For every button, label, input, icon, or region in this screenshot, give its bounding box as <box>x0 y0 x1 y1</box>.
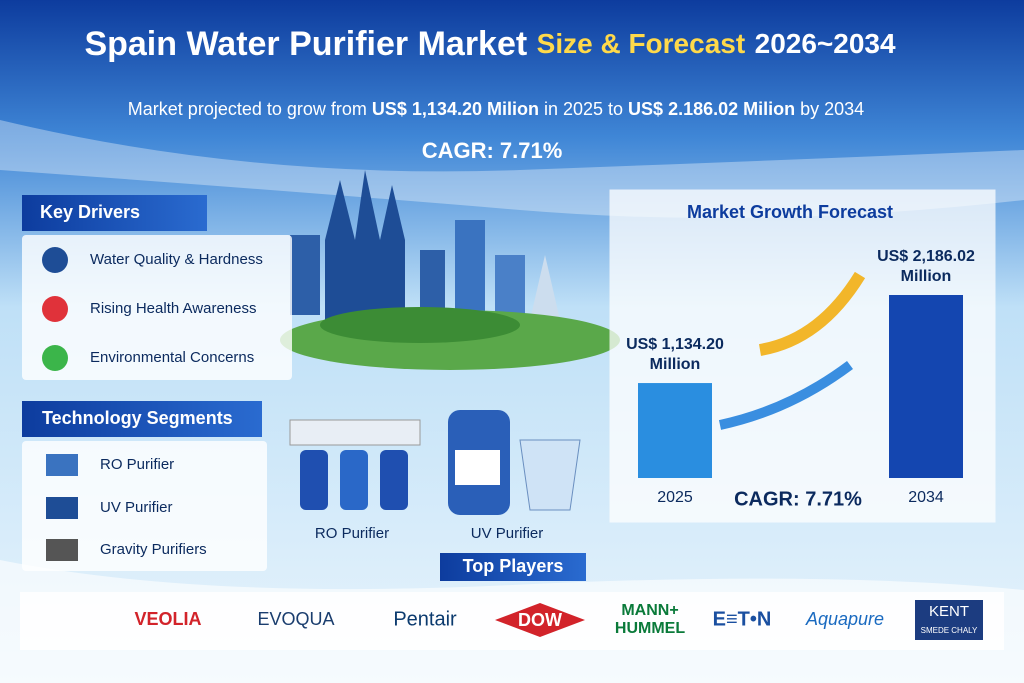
section-title: Key Drivers <box>40 202 140 222</box>
logo: DOW <box>518 610 562 630</box>
logo: KENT <box>929 603 969 620</box>
icon <box>46 497 78 519</box>
value-label: US$ 1,134.20 Million <box>626 336 724 373</box>
logo: Pentair <box>393 608 457 630</box>
bar-chart: US$ 1,134.20 Million 2025 US$ 2,186.02 Milli… <box>626 248 975 506</box>
value-label: US$ 2,186.02 Million <box>877 248 975 285</box>
panel <box>22 441 267 571</box>
arrow <box>718 360 853 430</box>
icon <box>46 539 78 561</box>
driver: Environmental Concerns <box>90 349 254 366</box>
arrow <box>758 271 866 356</box>
segment: Gravity Purifiers <box>100 541 207 558</box>
product-label: RO Purifier <box>315 525 389 542</box>
section-title: Technology Segments <box>42 408 233 428</box>
logo: SMEDE CHALY <box>921 626 978 635</box>
x-tick-label: 2025 <box>657 489 693 506</box>
driver: Rising Health Awareness <box>90 300 256 317</box>
section-title: Top Players <box>463 556 564 576</box>
panel <box>22 235 292 380</box>
icon <box>42 345 68 371</box>
section-header <box>440 553 586 581</box>
product-images <box>289 410 581 515</box>
logo-shape <box>495 603 585 637</box>
logo: E≡T•N <box>713 608 772 630</box>
driver: Water Quality & Hardness <box>90 251 263 268</box>
logo: VEOLIA <box>134 609 201 629</box>
logo: MANN+ <box>621 602 678 619</box>
segment: UV Purifier <box>100 499 173 516</box>
city-illustration <box>280 170 620 370</box>
bar <box>889 295 963 478</box>
title: Spain Water Purifier Market Size & Forec… <box>84 25 896 63</box>
cagr: CAGR: 7.71% <box>422 138 563 163</box>
segment: RO Purifier <box>100 456 174 473</box>
icon <box>42 247 68 273</box>
chart-annotation: CAGR: 7.71% <box>734 488 862 510</box>
logo: Aquapure <box>805 609 884 629</box>
subtitle: Market projected to grow from US$ 1,134.… <box>128 99 864 119</box>
bar <box>638 383 712 478</box>
section-header <box>22 195 207 231</box>
logo: HUMMEL <box>615 620 685 637</box>
icon <box>46 454 78 476</box>
logo-shape <box>915 600 983 640</box>
chart-title: Market Growth Forecast <box>687 202 893 222</box>
logo: EVOQUA <box>257 609 334 629</box>
section-header <box>22 401 262 437</box>
product-label: UV Purifier <box>471 525 544 542</box>
x-tick-label: 2034 <box>908 489 944 506</box>
icon <box>42 296 68 322</box>
